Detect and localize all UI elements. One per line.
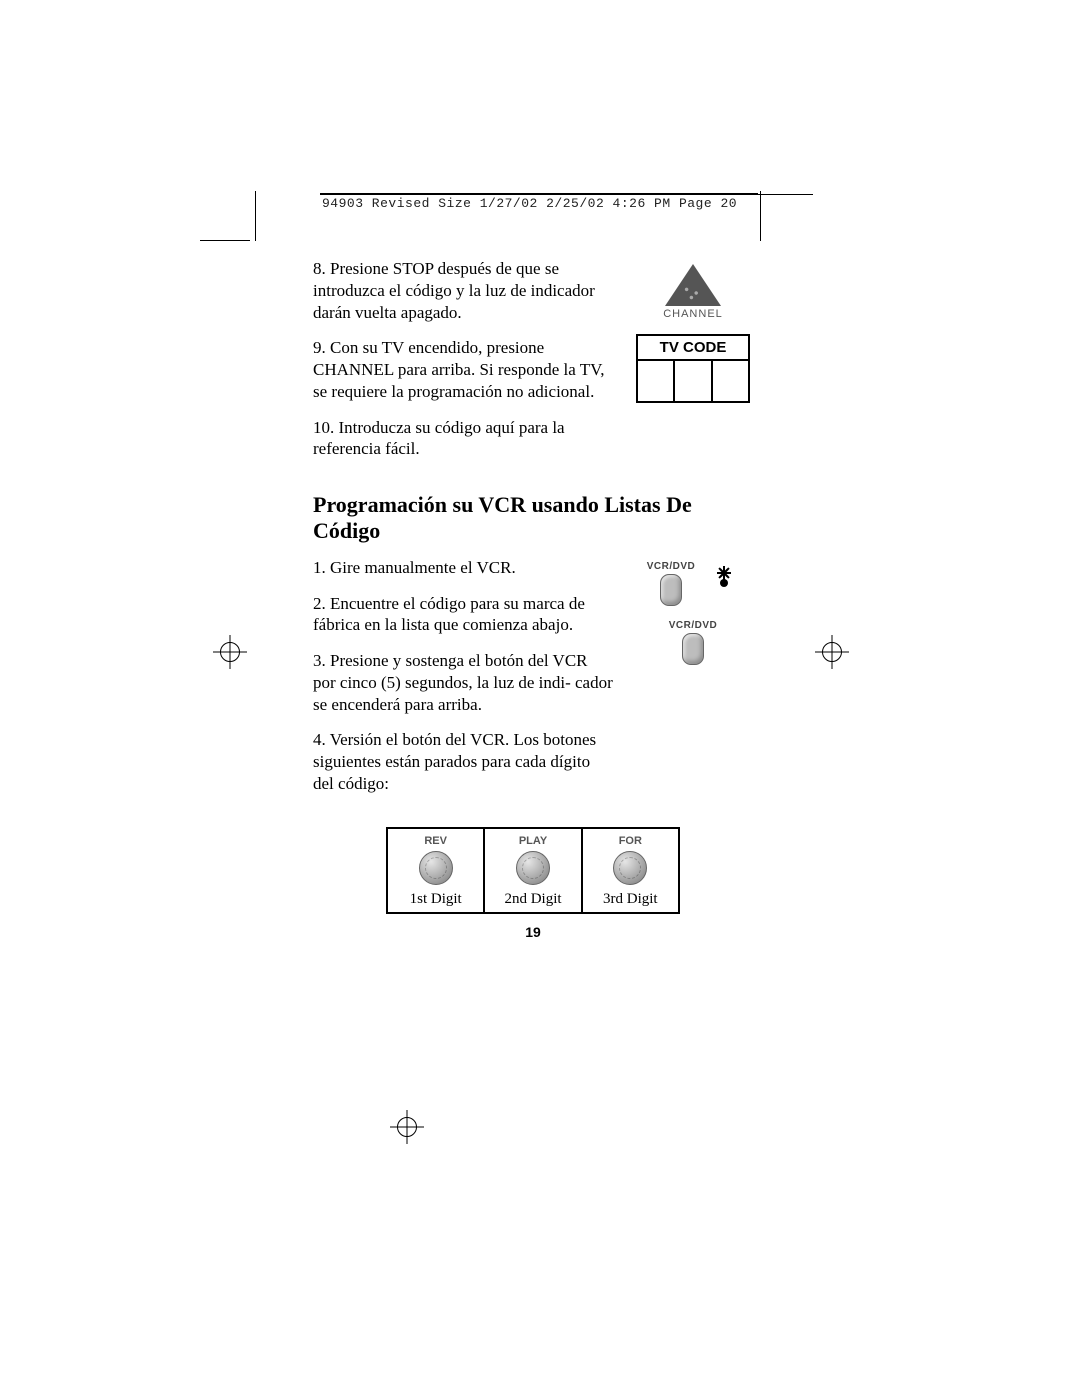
- tv-code-cell: [713, 361, 748, 401]
- vcr-steps-column: 1. Gire manualmente el VCR. 2. Encuentre…: [313, 557, 613, 809]
- play-label: PLAY: [485, 835, 580, 847]
- header-meta-text: 94903 Revised Size 1/27/02 2/25/02 4:26 …: [322, 196, 737, 211]
- light-burst-icon: [709, 568, 739, 598]
- channel-up-icon: CHANNEL: [663, 264, 723, 320]
- vcr-block: 1. Gire manualmente el VCR. 2. Encuentre…: [313, 557, 753, 809]
- step-8: 8. Presione STOP después de que se intro…: [313, 258, 613, 323]
- play-knob-icon: [516, 851, 550, 885]
- content-area: 8. Presione STOP después de que se intro…: [313, 258, 753, 940]
- vcr-dvd-label: VCR/DVD: [647, 561, 696, 572]
- vcr-dvd-label: VCR/DVD: [669, 620, 718, 631]
- page-number: 19: [313, 924, 753, 940]
- tv-code-cell: [638, 361, 675, 401]
- digit-cell-3: FOR 3rd Digit: [583, 829, 678, 912]
- vcr-step-1: 1. Gire manualmente el VCR.: [313, 557, 613, 579]
- crop-tick: [255, 191, 256, 241]
- digit-caption-3: 3rd Digit: [583, 891, 678, 908]
- for-knob-icon: [613, 851, 647, 885]
- step-10: 10. Introducza su código aquí para la re…: [313, 417, 613, 461]
- vcr-step-2: 2. Encuentre el código para su marca de …: [313, 593, 613, 637]
- section-title: Programación su VCR usando Listas De Cód…: [313, 492, 753, 545]
- crop-tick: [755, 194, 813, 195]
- crop-tick: [200, 240, 250, 241]
- vcr-dvd-button-icon: VCR/DVD: [669, 620, 718, 665]
- registration-mark-icon: [213, 635, 247, 669]
- vcr-graphics-column: VCR/DVD VCR/DVD: [633, 557, 753, 809]
- page: 94903 Revised Size 1/27/02 2/25/02 4:26 …: [0, 0, 1080, 1397]
- top-block: 8. Presione STOP después de que se intro…: [313, 258, 753, 474]
- rev-knob-icon: [419, 851, 453, 885]
- for-label: FOR: [583, 835, 678, 847]
- tv-code-cells: [638, 361, 748, 401]
- tv-code-cell: [675, 361, 712, 401]
- step-9: 9. Con su TV encendido, presione CHANNEL…: [313, 337, 613, 402]
- tv-code-box: TV CODE: [636, 334, 750, 403]
- digit-cell-2: PLAY 2nd Digit: [485, 829, 582, 912]
- digit-caption-1: 1st Digit: [388, 891, 483, 908]
- vcr-button-with-burst: VCR/DVD: [647, 561, 740, 606]
- rev-label: REV: [388, 835, 483, 847]
- tv-code-title: TV CODE: [638, 336, 748, 361]
- crop-tick: [760, 191, 761, 241]
- vcr-step-3: 3. Presione y sostenga el botón del VCR …: [313, 650, 613, 715]
- registration-mark-icon: [815, 635, 849, 669]
- graphics-column: CHANNEL TV CODE: [633, 258, 753, 474]
- vcr-step-4: 4. Versión el botón del VCR. Los botones…: [313, 729, 613, 794]
- registration-mark-icon: [390, 1110, 424, 1144]
- digit-caption-2: 2nd Digit: [485, 891, 580, 908]
- header-rule: [320, 193, 758, 195]
- digit-cell-1: REV 1st Digit: [388, 829, 485, 912]
- digit-table: REV 1st Digit PLAY 2nd Digit FOR 3rd Dig…: [386, 827, 680, 914]
- channel-label: CHANNEL: [663, 308, 723, 320]
- vcr-dvd-button-icon: VCR/DVD: [647, 561, 696, 606]
- steps-column: 8. Presione STOP después de que se intro…: [313, 258, 613, 474]
